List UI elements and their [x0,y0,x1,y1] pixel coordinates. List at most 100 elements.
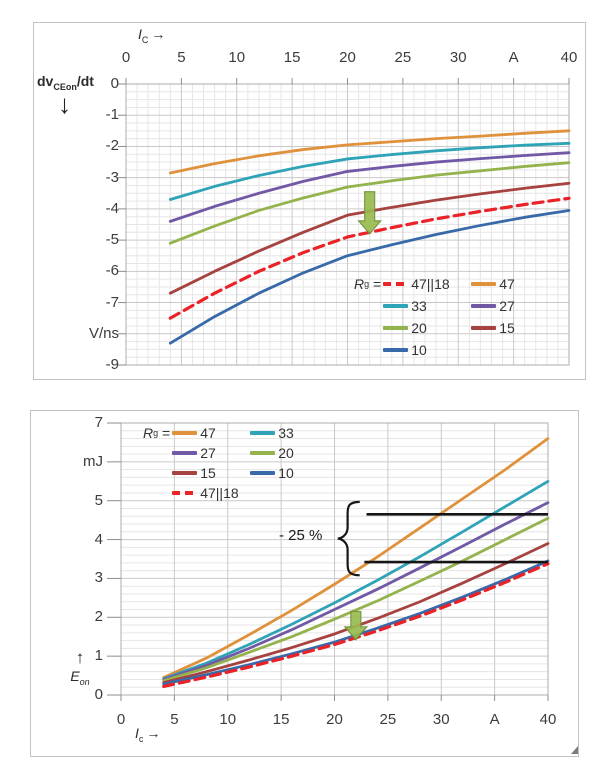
y-tick-label: -7 [105,293,119,311]
legend-label: 47||18 [411,276,450,292]
legend-label: 10 [278,465,294,481]
line-swatch [383,326,409,330]
up-arrow-icon: ↑ [75,648,85,667]
y-tick-label: 0 [94,686,103,703]
legend-item-33: 33 [383,295,471,317]
line-swatch [172,451,198,455]
series-line-33 [168,141,571,201]
y-tick-label: 5 [94,491,103,509]
down-arrow-icon: ↓ [58,89,71,119]
equals-sign: = [373,276,382,292]
dashed-line-swatch [172,491,198,495]
y-tick-label: mJ [83,452,103,470]
x-tick-label: 15 [272,711,290,728]
y-axis-title: dvCEon/dt [37,73,94,92]
equals-sign: = [162,425,171,441]
y-tick-label: V/ns [88,324,119,342]
x-tick-label: 20 [339,49,356,66]
x-axis-title: Ic → [135,725,160,744]
legend-label: 47 [499,276,515,292]
y-axis-title: ↑ Eon [57,648,103,686]
line-swatch [471,304,497,308]
reduction-annotation-label: - 25 % [279,527,323,544]
x-tick-label: 10 [219,711,237,728]
y-tick-label: -6 [105,262,119,280]
dashed-line-swatch [383,282,409,286]
legend-label: 27 [499,298,515,314]
stray-mark [571,746,578,754]
line-swatch [383,348,409,352]
legend-item-10: 10 [383,339,471,361]
y-tick-label: -1 [105,106,119,124]
series-line-47 [168,129,571,175]
x-tick-label: A [489,711,500,728]
series-line-20 [162,516,550,683]
x-tick-label: 0 [121,49,131,66]
y-axis-symbol: E [70,667,80,684]
legend-item-47: 47 [172,423,250,443]
y-tick-label: -2 [105,137,119,155]
legend-label: 15 [499,320,515,336]
legend-label: 15 [200,465,216,481]
rg-symbol: R [354,276,365,292]
legend-label: 20 [411,320,427,336]
x-axis-title: IC → [138,26,165,45]
legend-item-33: 33 [250,423,294,443]
legend-item-20: 20 [383,317,471,339]
right-arrow-icon: → [146,725,161,741]
x-tick-label: A [508,49,519,66]
y-tick-label: 7 [94,414,103,431]
line-swatch [172,431,198,435]
line-swatch [250,431,276,435]
x-axis-symbol: I [138,26,142,42]
y-tick-label: 3 [94,569,103,587]
series-line-20 [168,161,571,245]
decrease-arrow [343,610,369,641]
curly-brace [337,500,360,577]
x-tick-label: 15 [283,49,301,66]
x-axis-subscript: C [141,34,149,45]
y-tick-label: -5 [105,231,119,249]
legend-label: 33 [278,425,294,441]
legend-label: 47 [200,425,216,441]
legend-item-27: 27 [471,295,515,317]
legend-item-10: 10 [250,463,294,483]
series-line-33 [162,479,550,681]
rg-subscript: g [364,278,370,289]
x-tick-label: 25 [394,49,412,66]
x-tick-label: 25 [379,711,397,728]
line-swatch [383,304,409,308]
x-tick-label: 10 [228,49,246,66]
y-tick-label: -3 [105,168,119,186]
eon-plot-canvas [107,422,550,701]
legend-label: 47||18 [200,485,239,501]
annotations [337,500,548,641]
y-axis-symbol: dv [37,73,54,89]
line-swatch [250,451,276,455]
y-tick-label: 0 [110,75,119,92]
legend-item-15: 15 [471,317,515,339]
x-axis-subscript: c [138,733,144,744]
legend-item-15: 15 [172,463,250,483]
series-line-27 [162,501,550,681]
x-tick-label: 5 [170,711,179,728]
legend-item-27: 27 [172,443,250,463]
y-tick-label: 2 [94,608,103,626]
y-tick-label: -4 [105,199,119,217]
legend-label: 10 [411,342,427,358]
line-swatch [471,326,497,330]
legend-item-20: 20 [250,443,294,463]
line-swatch [172,471,198,475]
rg-symbol: R [143,425,154,441]
legend-entries: 47 33 27 20 15 10 47||18 [172,423,294,503]
right-arrow-icon: → [151,26,166,42]
series-line-47 [162,437,550,679]
y-tick-label: 4 [94,530,103,548]
x-axis-symbol: I [135,725,139,741]
x-tick-label: 0 [116,711,126,728]
grid [118,78,570,366]
